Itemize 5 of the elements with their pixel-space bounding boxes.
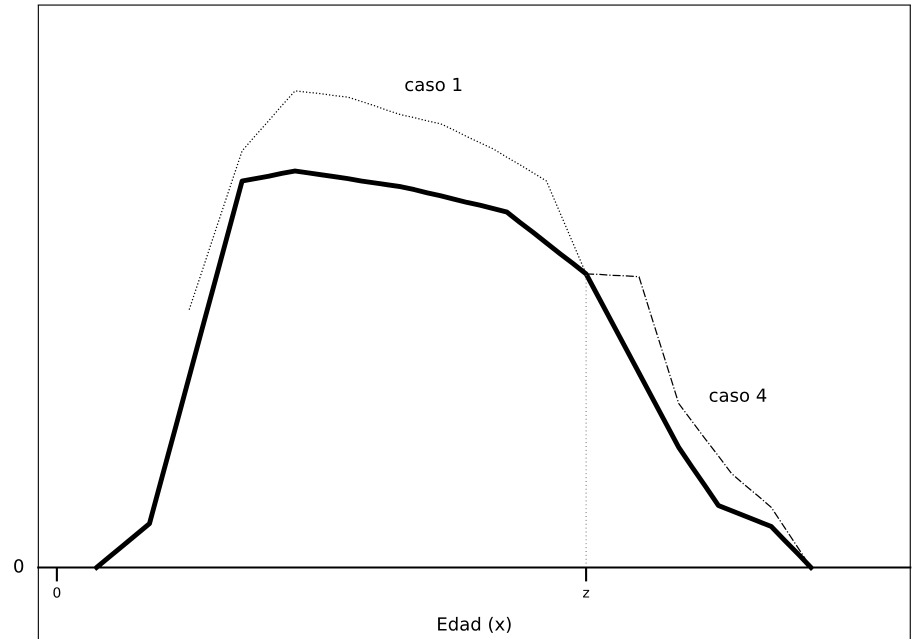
x-axis-title: Edad (x) bbox=[438, 616, 511, 633]
x-tick-label: z bbox=[583, 590, 590, 598]
series-label: caso 1 bbox=[405, 78, 462, 92]
series-label: caso 4 bbox=[710, 388, 766, 402]
text: 0 bbox=[14, 559, 24, 573]
